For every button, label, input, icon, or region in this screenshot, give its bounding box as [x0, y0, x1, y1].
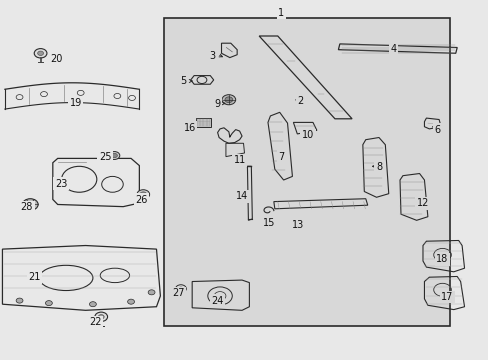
- Circle shape: [222, 95, 235, 105]
- Text: 8: 8: [375, 162, 381, 172]
- Circle shape: [38, 51, 43, 55]
- Circle shape: [34, 49, 47, 58]
- Circle shape: [98, 315, 104, 319]
- Circle shape: [137, 190, 149, 199]
- Text: 26: 26: [135, 195, 148, 205]
- Circle shape: [111, 153, 117, 158]
- Bar: [163, 18, 449, 326]
- Text: 20: 20: [50, 54, 62, 64]
- Text: 24: 24: [211, 296, 224, 306]
- Text: 6: 6: [434, 125, 440, 135]
- Text: 18: 18: [435, 254, 448, 264]
- Circle shape: [109, 152, 120, 159]
- Text: 16: 16: [183, 123, 196, 133]
- Text: 23: 23: [55, 179, 67, 189]
- Circle shape: [127, 299, 134, 304]
- Text: 9: 9: [214, 99, 220, 109]
- Text: 22: 22: [89, 317, 102, 327]
- Circle shape: [22, 199, 38, 210]
- Text: 25: 25: [99, 152, 111, 162]
- Text: 17: 17: [440, 292, 453, 302]
- Circle shape: [95, 312, 107, 321]
- Text: 10: 10: [301, 130, 314, 140]
- Text: 14: 14: [235, 191, 248, 201]
- Circle shape: [16, 298, 23, 303]
- Text: 13: 13: [291, 220, 304, 230]
- Text: 19: 19: [69, 98, 82, 108]
- Text: 12: 12: [416, 198, 428, 208]
- Text: 27: 27: [172, 288, 184, 298]
- Text: 7: 7: [278, 152, 284, 162]
- Text: 2: 2: [297, 96, 303, 106]
- Text: 5: 5: [180, 76, 186, 86]
- Text: 3: 3: [209, 51, 215, 61]
- Circle shape: [45, 301, 52, 306]
- Text: 21: 21: [28, 272, 41, 282]
- Text: 4: 4: [390, 44, 396, 54]
- Circle shape: [178, 287, 183, 291]
- Polygon shape: [195, 118, 211, 127]
- Text: 28: 28: [20, 202, 33, 212]
- Circle shape: [89, 302, 96, 307]
- Text: 15: 15: [262, 218, 275, 228]
- Text: 11: 11: [233, 155, 245, 165]
- Text: 1: 1: [278, 8, 284, 18]
- Circle shape: [224, 97, 232, 103]
- Circle shape: [140, 192, 146, 197]
- Circle shape: [148, 290, 155, 295]
- Circle shape: [175, 285, 186, 293]
